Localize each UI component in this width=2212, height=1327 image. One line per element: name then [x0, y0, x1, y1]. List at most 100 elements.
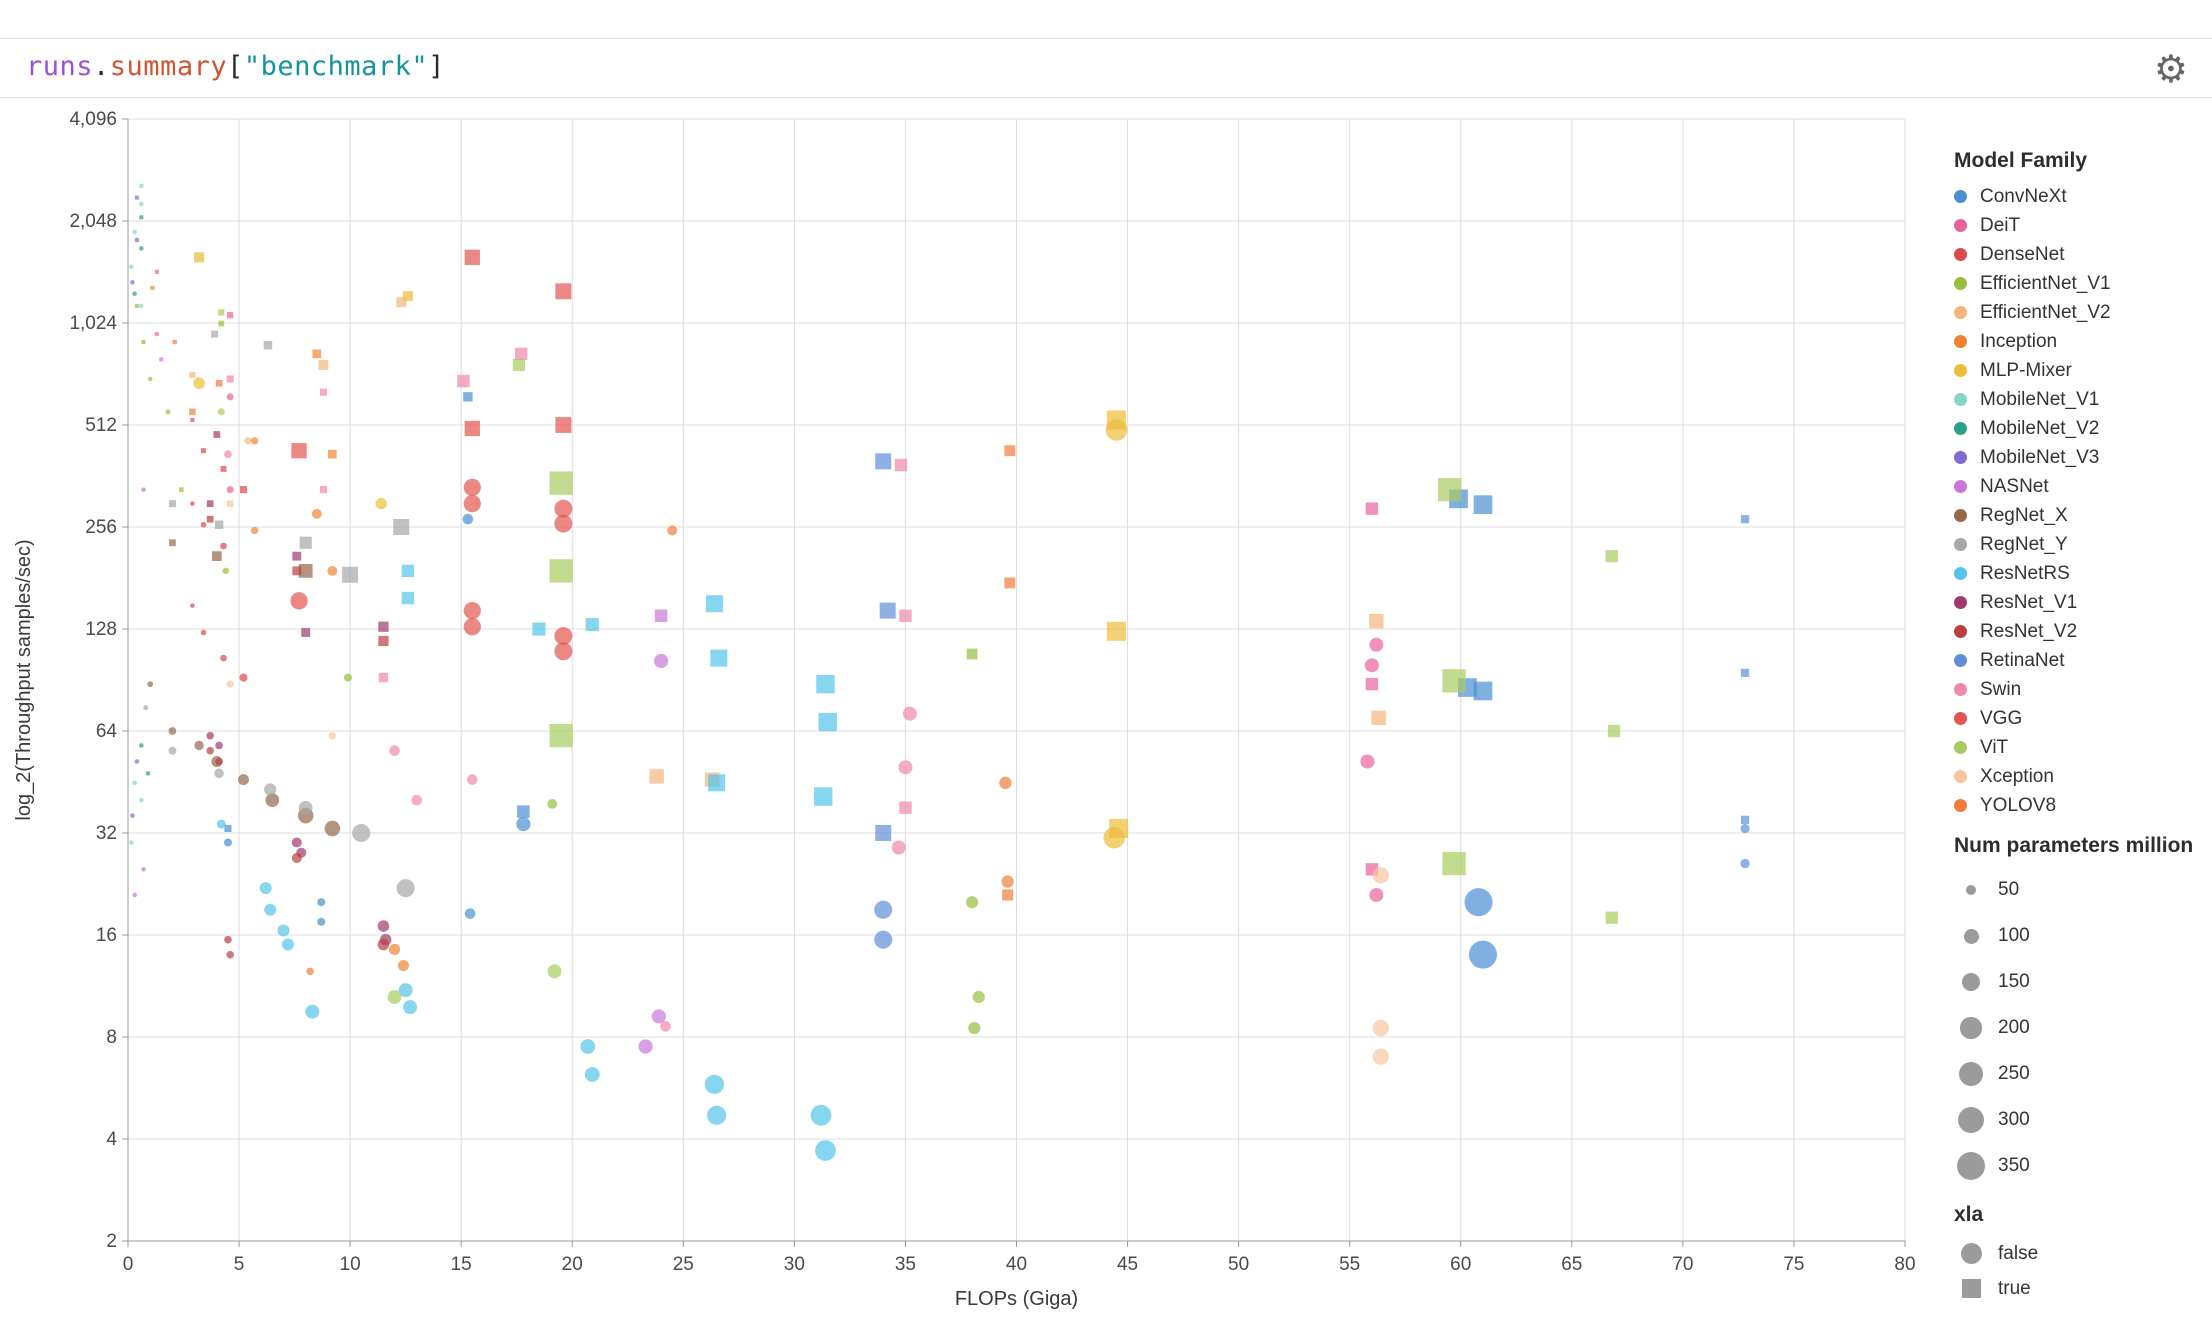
data-point[interactable] [139, 246, 144, 251]
data-point[interactable] [1464, 888, 1493, 917]
data-point[interactable] [193, 377, 205, 390]
data-point[interactable] [211, 551, 222, 562]
data-point[interactable] [389, 745, 400, 756]
data-point[interactable] [549, 724, 573, 748]
xla-legend-item-false[interactable]: false [1954, 1236, 2206, 1271]
data-point[interactable] [388, 943, 401, 956]
data-point[interactable] [190, 501, 195, 506]
data-point[interactable] [189, 408, 196, 416]
data-point[interactable] [555, 283, 572, 300]
data-point[interactable] [667, 525, 678, 536]
data-point[interactable] [222, 567, 230, 575]
data-point[interactable] [401, 564, 415, 578]
data-point[interactable] [190, 417, 195, 422]
data-point[interactable] [654, 653, 669, 669]
data-point[interactable] [194, 740, 204, 751]
data-point[interactable] [516, 817, 531, 832]
data-point[interactable] [464, 249, 480, 265]
data-point[interactable] [130, 280, 135, 285]
data-point[interactable] [139, 743, 144, 748]
data-point[interactable] [1473, 681, 1493, 701]
data-point[interactable] [200, 521, 207, 528]
data-point[interactable] [250, 526, 259, 535]
data-point[interactable] [159, 357, 164, 362]
data-point[interactable] [660, 1021, 671, 1032]
data-point[interactable] [902, 706, 917, 721]
data-point[interactable] [291, 443, 307, 459]
size-legend-item[interactable]: 50 [1954, 867, 2206, 913]
data-point[interactable] [649, 769, 664, 784]
data-point[interactable] [463, 601, 481, 620]
data-point[interactable] [264, 783, 277, 796]
data-point[interactable] [328, 732, 336, 740]
legend-item-vgg[interactable]: VGG [1954, 704, 2206, 733]
data-point[interactable] [223, 838, 232, 847]
data-point[interactable] [1372, 867, 1389, 884]
data-point[interactable] [298, 563, 313, 578]
data-point[interactable] [319, 486, 328, 494]
data-point[interactable] [1468, 940, 1497, 969]
data-point[interactable] [226, 500, 234, 507]
data-point[interactable] [220, 465, 227, 472]
data-point[interactable] [810, 1104, 832, 1126]
data-point[interactable] [818, 712, 837, 732]
data-point[interactable] [1372, 1019, 1389, 1037]
data-point[interactable] [710, 649, 728, 667]
data-point[interactable] [891, 840, 906, 855]
data-point[interactable] [554, 514, 573, 533]
data-point[interactable] [259, 882, 272, 895]
data-point[interactable] [463, 392, 473, 402]
data-point[interactable] [277, 924, 290, 937]
data-point[interactable] [554, 627, 573, 646]
data-point[interactable] [1365, 502, 1379, 515]
data-point[interactable] [815, 1140, 836, 1161]
data-point[interactable] [899, 801, 912, 814]
data-point[interactable] [317, 917, 326, 926]
legend-item-mobilenet_v2[interactable]: MobileNet_V2 [1954, 414, 2206, 443]
data-point[interactable] [223, 450, 232, 459]
data-point[interactable] [306, 967, 314, 976]
data-point[interactable] [965, 896, 979, 909]
data-point[interactable] [226, 375, 234, 383]
data-point[interactable] [206, 731, 215, 740]
data-point[interactable] [1442, 851, 1466, 876]
size-legend-item[interactable]: 100 [1954, 913, 2206, 959]
data-point[interactable] [129, 264, 134, 270]
data-point[interactable] [281, 938, 294, 951]
data-point[interactable] [213, 431, 221, 438]
data-point[interactable] [214, 520, 224, 529]
data-point[interactable] [1740, 823, 1750, 834]
legend-item-efficientnet_v1[interactable]: EfficientNet_V1 [1954, 269, 2206, 298]
data-point[interactable] [327, 565, 338, 576]
data-point[interactable] [968, 1021, 981, 1035]
data-point[interactable] [403, 1000, 418, 1015]
data-point[interactable] [206, 500, 214, 508]
size-legend-item[interactable]: 200 [1954, 1005, 2206, 1051]
data-point[interactable] [141, 339, 146, 345]
legend-item-mobilenet_v3[interactable]: MobileNet_V3 [1954, 443, 2206, 472]
legend-item-nasnet[interactable]: NASNet [1954, 472, 2206, 501]
data-point[interactable] [704, 1074, 725, 1094]
data-point[interactable] [299, 536, 312, 549]
data-point[interactable] [899, 609, 912, 623]
data-point[interactable] [512, 358, 526, 372]
data-point[interactable] [143, 705, 149, 711]
data-point[interactable] [875, 453, 892, 470]
data-point[interactable] [411, 794, 423, 806]
legend-item-efficientnet_v2[interactable]: EfficientNet_V2 [1954, 298, 2206, 327]
data-point[interactable] [215, 741, 223, 750]
data-point[interactable] [875, 825, 892, 841]
data-point[interactable] [139, 201, 144, 207]
data-point[interactable] [1740, 515, 1750, 524]
legend-item-vit[interactable]: ViT [1954, 733, 2206, 762]
data-point[interactable] [132, 291, 137, 296]
data-point[interactable] [311, 508, 322, 519]
legend-item-densenet[interactable]: DenseNet [1954, 240, 2206, 269]
size-legend-item[interactable]: 250 [1954, 1051, 2206, 1097]
data-point[interactable] [397, 959, 409, 972]
data-point[interactable] [1607, 724, 1621, 738]
data-point[interactable] [396, 297, 407, 308]
data-point[interactable] [132, 780, 137, 786]
data-point[interactable] [377, 920, 390, 932]
data-point[interactable] [263, 341, 273, 350]
